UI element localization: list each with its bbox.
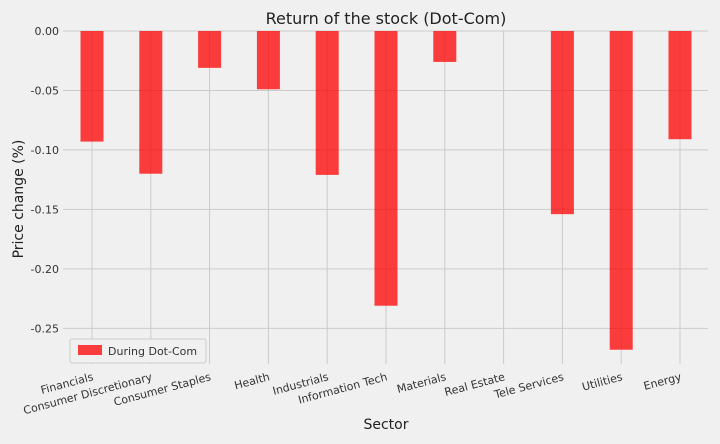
y-axis-label: Price change (%)	[11, 140, 27, 259]
bar	[609, 31, 633, 350]
legend-box	[69, 338, 207, 364]
y-tick-labels: 0.00 -0.05 -0.10 -0.15 -0.20 -0.25	[31, 25, 59, 335]
bar	[374, 31, 398, 306]
chart-title: Return of the stock (Dot-Com)	[266, 9, 507, 28]
y-tick-label: -0.25	[31, 322, 59, 335]
bar	[315, 31, 339, 175]
legend-label: During Dot-Com	[108, 345, 197, 358]
y-tick-label: -0.15	[31, 203, 59, 216]
legend: During Dot-Com	[69, 338, 207, 364]
bars	[80, 31, 692, 350]
bar	[80, 31, 104, 142]
y-tick-label: -0.10	[31, 144, 59, 157]
legend-swatch	[78, 345, 102, 355]
x-tick-label: Health	[233, 370, 271, 392]
x-tick-label: Materials	[396, 370, 448, 396]
x-tick-label: Utilities	[581, 370, 625, 393]
y-tick-label: 0.00	[35, 25, 60, 38]
bar	[433, 31, 457, 62]
bar	[198, 31, 222, 68]
y-tick-label: -0.05	[31, 84, 59, 97]
x-axis-label: Sector	[363, 417, 408, 433]
bar	[139, 31, 163, 174]
x-tick-label: Energy	[642, 370, 683, 393]
y-tick-label: -0.20	[31, 263, 59, 276]
bar	[668, 31, 692, 140]
bar	[256, 31, 280, 90]
bar	[550, 31, 574, 215]
